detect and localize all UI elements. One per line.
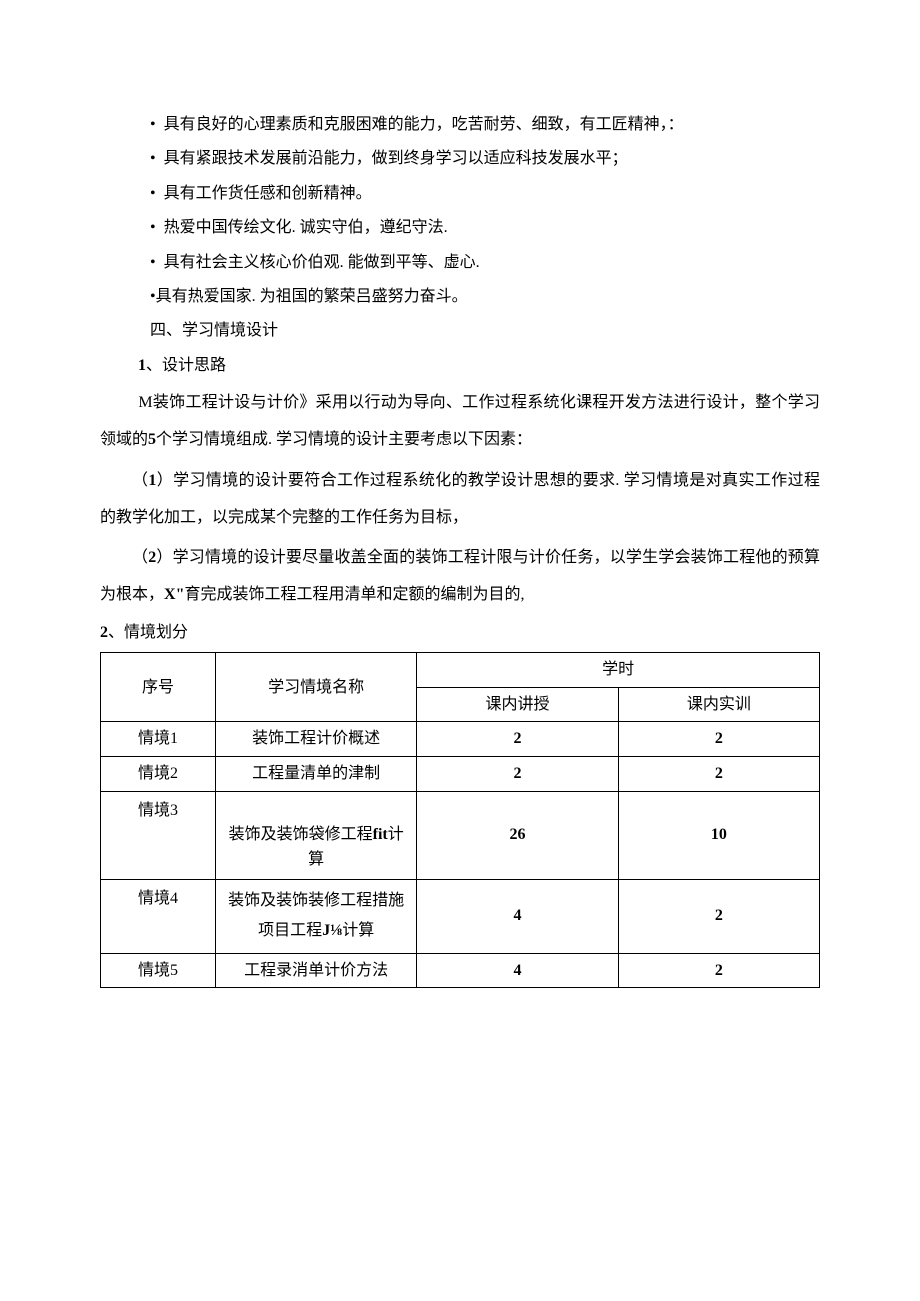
table-header-name: 学习情境名称: [216, 653, 417, 722]
table-header-practice: 课内实训: [618, 687, 819, 722]
paragraph-text: 个学习情境组成. 学习情境的设计主要考虑以下因素：: [156, 431, 532, 448]
paragraph-text: （: [132, 549, 148, 566]
paragraph-text: （: [132, 472, 148, 489]
table-cell-name: 工程量清单的津制: [216, 757, 417, 792]
table-cell-practice: 2: [618, 953, 819, 988]
table-row: 情境1 装饰工程计价概述 2 2: [101, 722, 820, 757]
heading-four: 四、学习情境设计: [150, 316, 820, 346]
table-header-seq: 序号: [101, 653, 216, 722]
table-cell-lecture: 2: [417, 722, 618, 757]
bold-text: 2: [148, 549, 156, 566]
bold-text: X": [164, 586, 184, 603]
sub-heading-2: 2、情境划分: [100, 618, 820, 648]
sub-heading-2-text: 、情境划分: [108, 624, 188, 641]
bullet-item: 热爱中国传绘文化. 诚实守伯，遵纪守法.: [150, 213, 820, 243]
table-cell-lecture: 26: [417, 791, 618, 879]
bullet-item: 具有工作货任感和创新精神。: [150, 179, 820, 209]
table-row: 情境4 装饰及装饰装修工程措施项目工程J⅛计算 4 2: [101, 879, 820, 953]
table-cell-seq: 情境4: [101, 879, 216, 953]
bullet-item: 具有紧跟技术发展前沿能力，做到终身学习以适应科技发展水平；: [150, 144, 820, 174]
table-cell-seq: 情境5: [101, 953, 216, 988]
sub-heading-1-num: 1: [138, 357, 146, 374]
table-header-hours: 学时: [417, 653, 820, 688]
bullet-item: 具有热爱国家. 为祖国的繁荣吕盛努力奋斗。: [150, 282, 820, 312]
paragraph: （1）学习情境的设计要符合工作过程系统化的教学设计思想的要求. 学习情境是对真实…: [100, 463, 820, 537]
table-header-lecture: 课内讲授: [417, 687, 618, 722]
table-row: 情境5 工程录消单计价方法 4 2: [101, 953, 820, 988]
table-row: 情境2 工程量清单的津制 2 2: [101, 757, 820, 792]
table-cell-practice: 2: [618, 757, 819, 792]
sub-heading-1-text: 、设计思路: [146, 357, 226, 374]
paragraph-text: 育完成装饰工程工程用清单和定额的编制为目的,: [184, 586, 524, 603]
paragraph: （2）学习情境的设计要尽量收盖全面的装饰工程计限与计价任务，以学生学会装饰工程他…: [100, 540, 820, 614]
paragraph-text: ）学习情境的设计要符合工作过程系统化的教学设计思想的要求. 学习情境是对真实工作…: [100, 472, 820, 526]
sub-heading-2-num: 2: [100, 624, 108, 641]
sub-heading-1: 1、设计思路: [138, 351, 820, 381]
bullet-list: 具有良好的心理素质和克服困难的能力，吃苦耐劳、细致，有工匠精神，： 具有紧跟技术…: [150, 110, 820, 312]
situation-table: 序号 学习情境名称 学时 课内讲授 课内实训 情境1 装饰工程计价概述 2 2 …: [100, 652, 820, 988]
table-cell-name: 装饰及装饰袋修工程fit计算: [216, 791, 417, 879]
table-cell-name: 装饰及装饰装修工程措施项目工程J⅛计算: [216, 879, 417, 953]
table-cell-lecture: 2: [417, 757, 618, 792]
table-row: 情境3 装饰及装饰袋修工程fit计算 26 10: [101, 791, 820, 879]
table-header-row: 序号 学习情境名称 学时: [101, 653, 820, 688]
table-cell-seq: 情境2: [101, 757, 216, 792]
table-cell-seq: 情境1: [101, 722, 216, 757]
table-cell-lecture: 4: [417, 953, 618, 988]
table-cell-seq: 情境3: [101, 791, 216, 879]
table-cell-practice: 10: [618, 791, 819, 879]
table-cell-name: 工程录消单计价方法: [216, 953, 417, 988]
paragraph: M装饰工程计设与计价》采用以行动为导向、工作过程系统化课程开发方法进行设计，整个…: [100, 385, 820, 459]
table-cell-practice: 2: [618, 722, 819, 757]
bullet-item: 具有社会主义核心价伯观. 能做到平等、虚心.: [150, 248, 820, 278]
table-cell-lecture: 4: [417, 879, 618, 953]
bullet-item: 具有良好的心理素质和克服困难的能力，吃苦耐劳、细致，有工匠精神，：: [150, 110, 820, 140]
table-cell-name: 装饰工程计价概述: [216, 722, 417, 757]
bold-text: 5: [148, 431, 156, 448]
table-cell-practice: 2: [618, 879, 819, 953]
